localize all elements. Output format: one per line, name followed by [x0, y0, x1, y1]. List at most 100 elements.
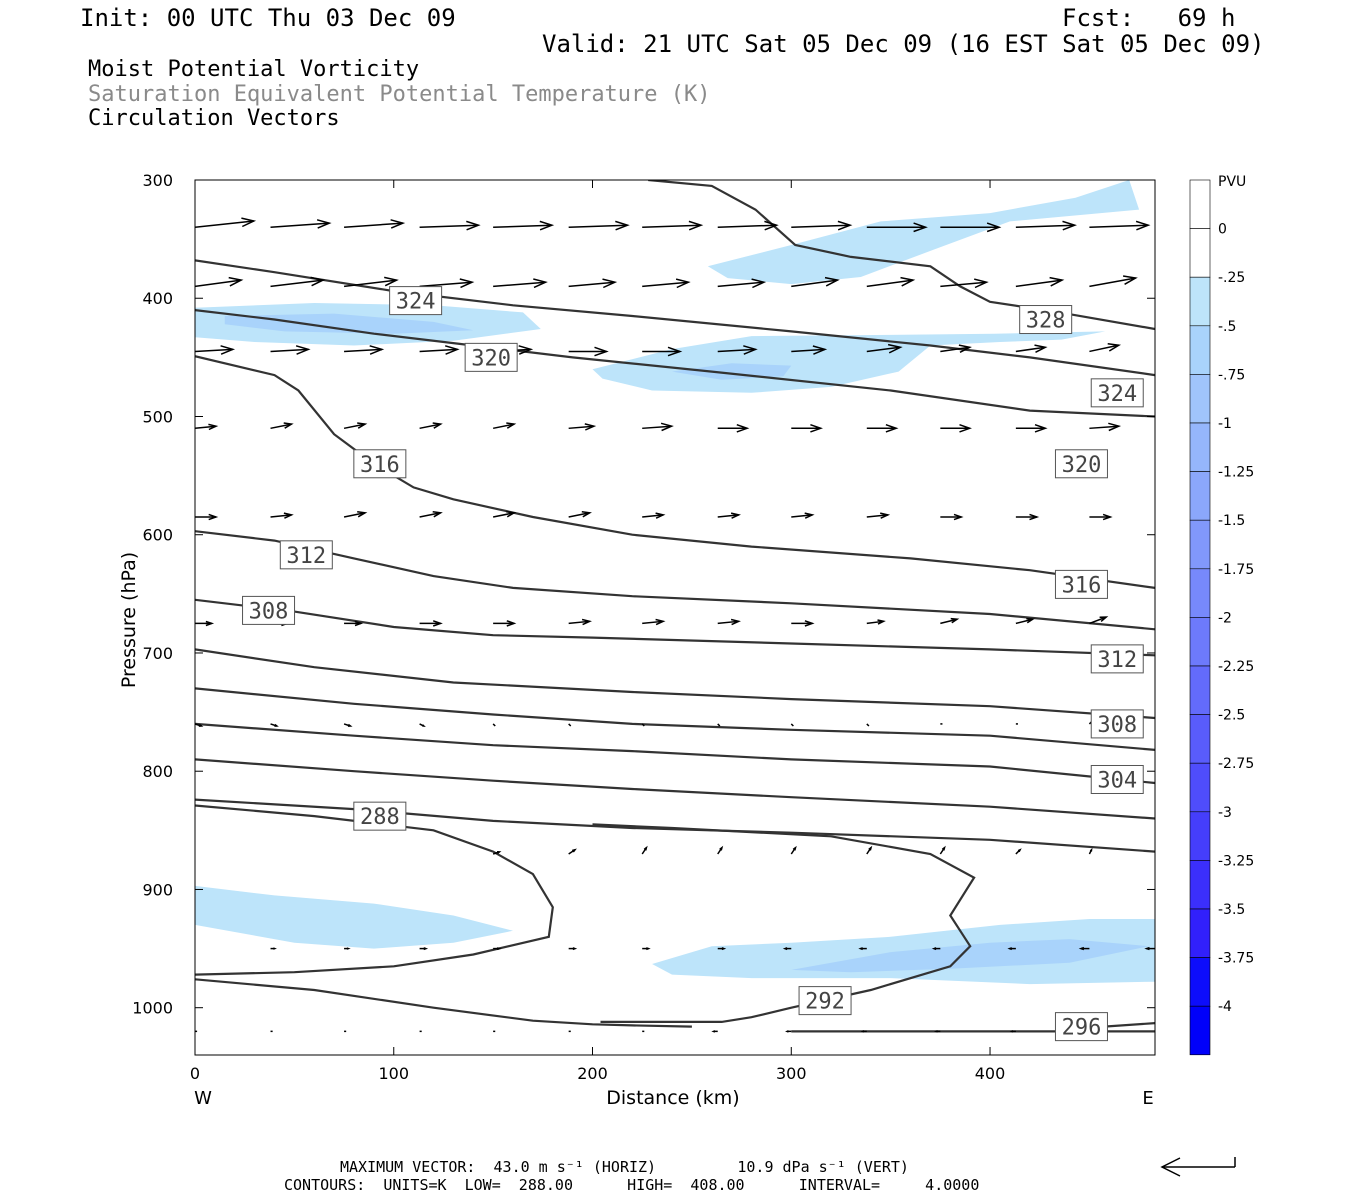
pv-shading-region [224, 313, 474, 334]
reference-vector [1160, 1157, 1236, 1177]
colorbar-unit-label: PVU [1218, 174, 1246, 190]
circulation-vector [858, 947, 867, 951]
footer-contour-info: CONTOURS: UNITS=K LOW= 288.00 HIGH= 408.… [284, 1176, 980, 1194]
circulation-vector [642, 512, 666, 519]
x-east-label: E [1142, 1088, 1153, 1109]
circulation-vector [419, 422, 443, 430]
theta-contour-320 [195, 309, 1155, 418]
contour-label-text: 288 [360, 805, 400, 830]
contour-label: 316 [353, 449, 407, 479]
contour-label: 308 [242, 595, 296, 625]
circulation-vector [492, 510, 517, 518]
field-title-theta-es: Saturation Equivalent Potential Temperat… [88, 82, 711, 107]
contour-label-text: 320 [1062, 453, 1102, 478]
circulation-vector [791, 345, 828, 355]
circulation-vector [791, 276, 840, 288]
colorbar-tick-label: -3.25 [1218, 853, 1254, 869]
circulation-vector [940, 344, 972, 353]
colorbar-swatch [1189, 519, 1211, 570]
circulation-vector [717, 278, 767, 289]
circulation-vector [866, 723, 870, 727]
x-axis-label: Distance (km) [606, 1087, 739, 1109]
circulation-vector [270, 512, 294, 519]
circulation-vector [419, 947, 429, 951]
contour-label: 296 [1054, 1012, 1108, 1042]
circulation-vector [568, 510, 592, 518]
circulation-vector [419, 220, 481, 231]
circulation-vector [791, 423, 823, 433]
circulation-vector [492, 723, 496, 727]
contour-label: 324 [389, 286, 443, 316]
circulation-vector [195, 620, 215, 627]
circulation-vector [343, 510, 368, 518]
circulation-vector [1089, 275, 1138, 288]
circulation-vector [1089, 220, 1151, 231]
circulation-vector [1015, 344, 1048, 353]
circulation-vector [642, 947, 651, 951]
colorbar-swatch [1189, 471, 1211, 521]
contour-label-text: 320 [471, 346, 511, 371]
circulation-vector [1015, 848, 1022, 855]
contour-label: 328 [1019, 305, 1073, 335]
circulation-vector [860, 1030, 867, 1033]
forecast-hour: Fcst: 69 h [1062, 4, 1236, 32]
colorbar-swatch [1189, 325, 1211, 375]
theta-contour-304 [195, 758, 1155, 820]
circulation-vector [1078, 946, 1090, 951]
pv-shading-region [195, 885, 513, 949]
circulation-vector [791, 220, 853, 231]
contour-label: 288 [353, 801, 407, 831]
circulation-vector [866, 619, 886, 625]
circulation-vector [1009, 1030, 1016, 1033]
circulation-vector [782, 947, 792, 951]
circulation-vector [419, 620, 443, 627]
colorbar-tick-label: -1.75 [1218, 562, 1254, 578]
colorbar-tick-label: -1.25 [1218, 465, 1254, 481]
field-title-vectors: Circulation Vectors [88, 106, 340, 131]
circulation-vector [195, 513, 219, 521]
footer-max-vector: MAXIMUM VECTOR: 43.0 m s⁻¹ (HORIZ) 10.9 … [340, 1158, 909, 1176]
circulation-vector [791, 512, 815, 519]
pv-shading-region [592, 331, 1106, 393]
circulation-vector [568, 947, 578, 951]
circulation-vector [717, 423, 750, 433]
circulation-vector [492, 422, 517, 430]
colorbar-tick-label: -2.5 [1218, 708, 1245, 724]
circulation-vector [195, 217, 257, 229]
circulation-vector [642, 220, 704, 231]
circulation-vector [195, 423, 219, 431]
colorbar-swatch [1189, 860, 1211, 910]
colorbar-swatch [1189, 714, 1211, 764]
circulation-vector [1015, 220, 1077, 231]
circulation-vector [344, 947, 351, 950]
circulation-vector [568, 618, 592, 626]
circulation-vector [419, 510, 443, 518]
colorbar-tick-label: -2.25 [1218, 659, 1254, 675]
circulation-vector [343, 422, 368, 430]
pv-shading-region [672, 363, 792, 380]
circulation-vector [1089, 422, 1122, 432]
valid-time: Valid: 21 UTC Sat 05 Dec 09 (16 EST Sat … [542, 30, 1265, 58]
colorbar-swatch [1189, 568, 1211, 618]
circulation-vector [866, 845, 873, 855]
circulation-vector [642, 346, 683, 357]
colorbar-swatch [1189, 179, 1211, 229]
colorbar-tick-label: 0 [1218, 222, 1227, 238]
circulation-vector [939, 845, 946, 855]
circulation-vector [1144, 946, 1155, 951]
colorbar-tick-label: -2 [1218, 610, 1232, 626]
circulation-vector [940, 423, 972, 433]
colorbar-swatch [1189, 228, 1211, 278]
theta-contour-292 [195, 978, 692, 1028]
colorbar-tick-label: -1.5 [1218, 513, 1245, 529]
circulation-vector [717, 947, 727, 951]
circulation-vector [493, 620, 517, 627]
circulation-vector [642, 422, 674, 432]
circulation-vector [1089, 616, 1109, 625]
colorbar-swatch [1189, 1005, 1211, 1056]
circulation-vector [568, 723, 572, 727]
circulation-vector [343, 276, 399, 288]
pv-shading-region [707, 180, 1140, 285]
circulation-vector [717, 345, 758, 355]
